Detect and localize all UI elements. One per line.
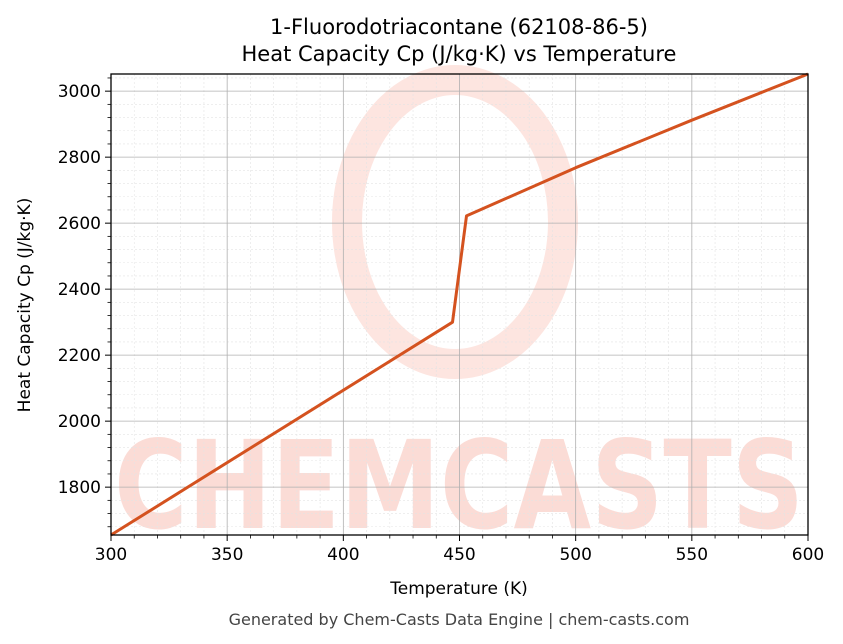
chart-title-line2: Heat Capacity Cp (J/kg·K) vs Temperature <box>242 42 677 66</box>
series-layer <box>110 72 809 537</box>
y-axis-label: Heat Capacity Cp (J/kg·K) <box>15 198 35 413</box>
x-axis-ticks: 300 350 400 450 500 550 600 <box>95 535 824 565</box>
major-grid <box>110 74 809 535</box>
y-tick-label: 1800 <box>58 478 101 498</box>
series-line <box>110 72 809 537</box>
y-tick-label: 2800 <box>58 148 101 168</box>
x-tick-label: 350 <box>211 545 243 565</box>
footer-credit: Generated by Chem-Casts Data Engine | ch… <box>229 610 690 629</box>
y-tick-label: 3000 <box>58 82 101 102</box>
x-tick-label: 450 <box>443 545 475 565</box>
y-tick-label: 2000 <box>58 412 101 432</box>
y-tick-label: 2600 <box>58 214 101 234</box>
x-tick-label: 300 <box>95 545 127 565</box>
x-tick-label: 550 <box>676 545 708 565</box>
y-axis-ticks: 1800 2000 2200 2400 2600 2800 3000 <box>58 77 111 528</box>
x-axis-label: Temperature (K) <box>389 579 528 599</box>
x-tick-label: 400 <box>327 545 359 565</box>
chart-title-line1: 1-Fluorodotriacontane (62108-86-5) <box>270 15 648 39</box>
x-tick-label: 500 <box>559 545 591 565</box>
watermark-text: CHEMCASTS <box>114 415 804 557</box>
x-tick-label: 600 <box>792 545 824 565</box>
watermark-logo-ring <box>332 65 578 379</box>
y-tick-label: 2400 <box>58 280 101 300</box>
watermark: CHEMCASTS <box>114 65 804 557</box>
y-tick-label: 2200 <box>58 346 101 366</box>
